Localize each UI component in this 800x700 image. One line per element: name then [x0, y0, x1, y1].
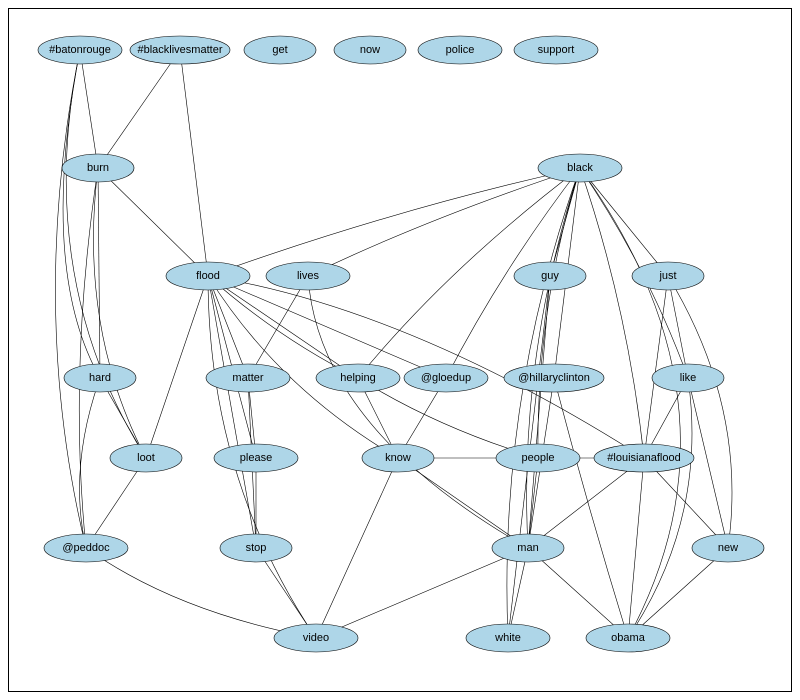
edge — [308, 276, 528, 548]
node-label: support — [538, 44, 575, 56]
edge — [528, 548, 628, 638]
node-white: white — [466, 624, 550, 652]
edge — [316, 458, 398, 638]
edge — [86, 548, 316, 638]
edge — [248, 276, 308, 378]
edge — [208, 276, 358, 378]
edge — [554, 378, 628, 638]
edge — [146, 276, 208, 458]
node-label: just — [658, 270, 676, 282]
edge — [628, 548, 728, 638]
network-graph: #batonrouge #blacklivesmatter get now police… — [8, 8, 792, 692]
node-support: support — [514, 36, 598, 64]
node-hillaryclinton: @hillaryclinton — [504, 364, 604, 392]
node-label: matter — [232, 372, 264, 384]
diagram-container: #batonrouge #blacklivesmatter get now police… — [0, 0, 800, 700]
node-label: people — [521, 452, 554, 464]
edge — [668, 276, 732, 548]
edge — [688, 378, 728, 548]
node-obama: obama — [586, 624, 670, 652]
node-helping: helping — [316, 364, 400, 392]
edge — [538, 168, 580, 458]
node-guy: guy — [514, 262, 586, 290]
node-label: new — [718, 542, 738, 554]
node-gloedup: @gloedup — [404, 364, 488, 392]
node-black: black — [538, 154, 622, 182]
node-label: obama — [611, 632, 646, 644]
node-batonrouge: #batonrouge — [38, 36, 122, 64]
node-know: know — [362, 444, 434, 472]
node-label: please — [240, 452, 272, 464]
node-label: like — [680, 372, 697, 384]
node-like: like — [652, 364, 724, 392]
node-label: guy — [541, 270, 559, 282]
node-louisianaflood: #louisianaflood — [594, 444, 694, 472]
node-label: flood — [196, 270, 220, 282]
node-label: burn — [87, 162, 109, 174]
node-label: police — [446, 44, 475, 56]
edge — [580, 168, 644, 458]
edges-group — [55, 50, 732, 638]
node-label: now — [360, 44, 380, 56]
node-label: know — [385, 452, 411, 464]
node-label: @hillaryclinton — [518, 372, 590, 384]
node-label: #louisianaflood — [607, 452, 680, 464]
node-man: man — [492, 534, 564, 562]
edge — [208, 276, 446, 378]
node-label: #blacklivesmatter — [138, 44, 223, 56]
edge — [580, 168, 668, 276]
edge — [308, 168, 580, 276]
node-label: hard — [89, 372, 111, 384]
edge — [93, 168, 146, 458]
edge — [66, 50, 146, 458]
node-blacklivesmatter: #blacklivesmatter — [130, 36, 230, 64]
node-label: helping — [340, 372, 375, 384]
node-matter: matter — [206, 364, 290, 392]
node-stop: stop — [220, 534, 292, 562]
node-label: white — [494, 632, 521, 644]
edge — [208, 276, 256, 548]
edge — [528, 276, 550, 548]
node-label: stop — [246, 542, 267, 554]
node-police: police — [418, 36, 502, 64]
edge — [98, 50, 180, 168]
node-label: @peddoc — [62, 542, 110, 554]
node-label: #batonrouge — [49, 44, 111, 56]
edge — [98, 168, 100, 378]
node-loot: loot — [110, 444, 182, 472]
node-flood: flood — [166, 262, 250, 290]
edge — [398, 458, 528, 548]
node-label: lives — [297, 270, 320, 282]
nodes-group: #batonrouge #blacklivesmatter get now police… — [38, 36, 764, 652]
node-hard: hard — [64, 364, 136, 392]
edge — [628, 378, 692, 638]
node-label: video — [303, 632, 329, 644]
node-new: new — [692, 534, 764, 562]
edge — [208, 276, 248, 378]
node-video: video — [274, 624, 358, 652]
node-now: now — [334, 36, 406, 64]
node-label: loot — [137, 452, 155, 464]
edge — [80, 50, 98, 168]
edge — [98, 168, 208, 276]
edge — [55, 50, 86, 548]
edge — [507, 168, 580, 638]
node-please: please — [214, 444, 298, 472]
node-get: get — [244, 36, 316, 64]
node-people: people — [496, 444, 580, 472]
node-lives: lives — [266, 262, 350, 290]
node-label: black — [567, 162, 593, 174]
edge — [208, 168, 580, 276]
node-burn: burn — [62, 154, 134, 182]
edge — [180, 50, 208, 276]
node-just: just — [632, 262, 704, 290]
edge — [668, 276, 688, 378]
edge — [80, 378, 100, 548]
node-label: get — [272, 44, 287, 56]
edge — [79, 168, 98, 548]
node-label: @gloedup — [421, 372, 471, 384]
node-peddoc: @peddoc — [44, 534, 128, 562]
edge — [644, 276, 668, 458]
node-label: man — [517, 542, 538, 554]
